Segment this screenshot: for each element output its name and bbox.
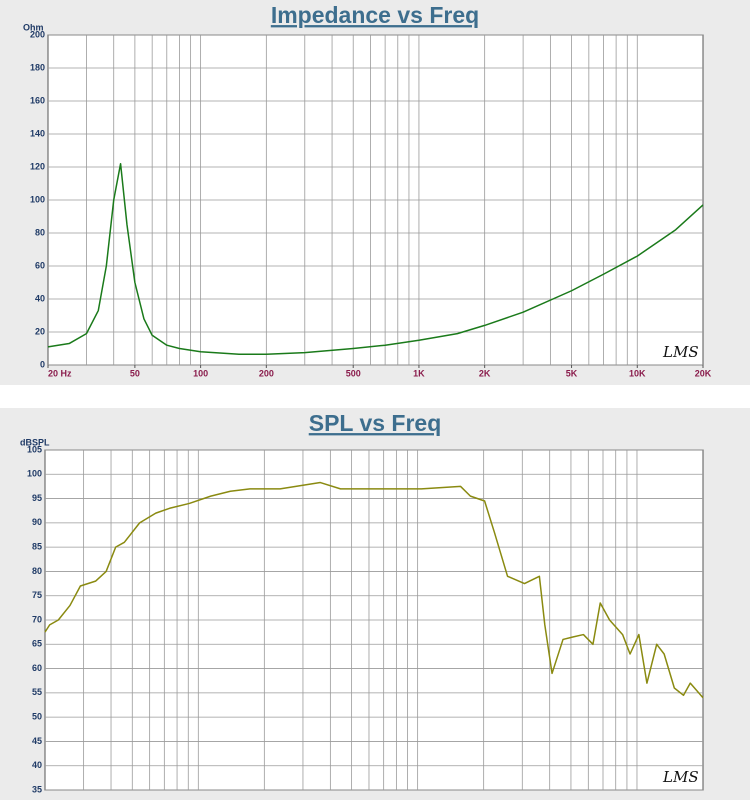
watermark: LMS [662,768,699,786]
y-tick-label: 55 [32,687,42,697]
y-tick-label: 200 [30,29,45,39]
x-tick-label: 500 [346,368,361,378]
x-tick-label: 50 [130,368,140,378]
y-axis-label: Ohm [23,22,44,32]
y-tick-label: 105 [27,444,42,454]
x-tick-label: 2K [479,368,491,378]
x-tick-label: 1K [413,368,425,378]
y-tick-label: 140 [30,128,45,138]
y-tick-label: 75 [32,590,42,600]
y-tick-label: 95 [32,493,42,503]
x-tick-label: 100 [193,368,208,378]
chart-title: SPL vs Freq [309,410,442,436]
y-tick-label: 80 [32,566,42,576]
y-tick-label: 60 [35,260,45,270]
y-tick-label: 80 [35,227,45,237]
y-tick-label: 100 [27,469,42,479]
y-tick-label: 120 [30,161,45,171]
x-tick-label: 20K [695,368,712,378]
y-tick-label: 45 [32,736,42,746]
y-tick-label: 65 [32,639,42,649]
x-tick-label: 5K [566,368,578,378]
chart: SPL vs Freq 35 40 45 50 55 60 65 70 75 80 85 90 95 100… [0,408,750,800]
watermark: LMS [662,343,699,361]
series-line [44,481,704,699]
x-tick-label: 10K [629,368,646,378]
y-tick-label: 160 [30,95,45,105]
y-tick-label: 20 [35,326,45,336]
y-axis-label: dBSPL [20,437,50,447]
chart: Impedance vs Freq 0 20 40 60 80 100 120 140 160 18… [0,0,750,385]
y-tick-label: 85 [32,542,42,552]
y-tick-label: 0 [40,359,45,369]
y-tick-label: 180 [30,62,45,72]
y-tick-label: 60 [32,663,42,673]
y-tick-label: 40 [35,293,45,303]
series-line [47,162,704,356]
y-tick-label: 35 [32,784,42,794]
y-tick-label: 50 [32,712,42,722]
x-tick-label: 200 [259,368,274,378]
x-tick-label: 20 Hz [48,368,72,378]
y-tick-label: 100 [30,194,45,204]
y-tick-label: 90 [32,517,42,527]
y-tick-label: 70 [32,614,42,624]
y-tick-label: 40 [32,760,42,770]
chart-title: Impedance vs Freq [271,2,479,28]
